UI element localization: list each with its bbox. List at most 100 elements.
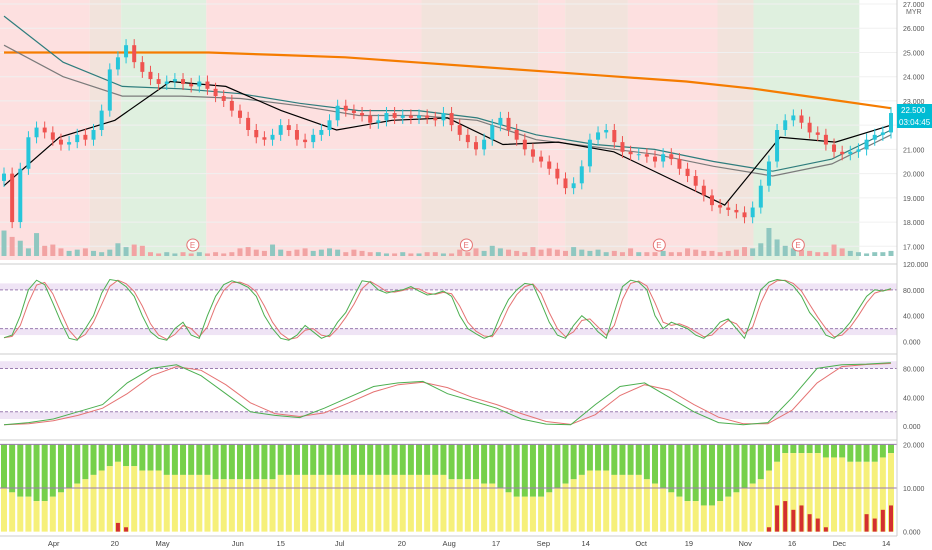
green-bar	[839, 444, 846, 458]
volume-bar	[383, 253, 389, 256]
candle-body	[197, 81, 202, 87]
candle-body	[189, 83, 194, 87]
background-band	[538, 0, 566, 260]
green-bar	[188, 444, 195, 475]
red-bar	[864, 514, 869, 532]
volume-bar	[172, 253, 178, 256]
yellow-bar	[643, 479, 650, 532]
background-band	[121, 0, 207, 260]
candle-body	[734, 209, 739, 213]
candle-body	[58, 139, 63, 145]
green-bar	[472, 444, 479, 480]
candle-body	[571, 183, 576, 189]
green-bar	[49, 444, 56, 497]
candle-body	[213, 88, 218, 97]
yellow-bar	[603, 470, 610, 532]
candle-body	[498, 117, 503, 126]
volume-bar	[847, 250, 853, 256]
moving-average-line	[4, 51, 892, 110]
yellow-bar	[350, 474, 357, 532]
yellow-bar	[448, 479, 455, 532]
x-tick-label: Dec	[833, 539, 847, 548]
moving-average-line	[3, 80, 892, 206]
candle-body	[18, 168, 23, 223]
yellow-bar	[847, 461, 854, 532]
candle-body	[823, 134, 828, 145]
candle-body	[433, 117, 438, 121]
green-bar	[611, 444, 618, 475]
volume-bar	[766, 228, 772, 256]
candle-body	[791, 115, 796, 121]
candle-body	[368, 115, 373, 123]
green-bar	[725, 444, 732, 497]
candle-body	[758, 185, 763, 208]
yellow-bar	[342, 474, 349, 532]
volume-bar	[701, 250, 707, 256]
volume-bar	[408, 253, 414, 256]
red-bar	[880, 509, 885, 532]
yellow-bar	[554, 488, 561, 532]
yellow-bar	[391, 474, 398, 532]
volume-bar	[107, 249, 113, 256]
volume-bar	[196, 252, 202, 256]
yellow-bar	[114, 461, 121, 532]
green-bar	[407, 444, 414, 475]
volume-bar	[725, 250, 731, 256]
volume-bar	[636, 252, 642, 256]
candle-body	[83, 134, 88, 140]
moving-average-line	[3, 15, 892, 172]
yellow-bar	[765, 470, 772, 532]
currency-label: MYR	[906, 9, 922, 16]
red-bar	[791, 509, 796, 532]
green-bar	[708, 444, 715, 506]
volume-bar	[1, 230, 7, 256]
volume-bar	[327, 248, 333, 256]
oversold-zone	[0, 328, 897, 336]
yellow-bar	[725, 496, 732, 532]
osc-tick-label: 20.000	[903, 442, 925, 449]
candle-body	[67, 142, 72, 145]
volume-bar	[245, 247, 251, 256]
green-bar	[652, 444, 659, 484]
background-band	[565, 0, 628, 260]
green-bar	[399, 444, 406, 475]
green-bar	[505, 444, 512, 493]
yellow-bar	[188, 474, 195, 532]
volume-bar	[652, 252, 658, 256]
y-tick-label: 24.000	[903, 75, 925, 82]
y-tick-label: 26.000	[903, 26, 925, 33]
yellow-bar	[326, 474, 333, 532]
y-tick-label: 19.000	[903, 196, 925, 203]
volume-bar	[839, 248, 845, 256]
green-bar	[57, 444, 64, 493]
volume-bar	[554, 249, 560, 256]
green-bar	[814, 444, 821, 454]
countdown-tag: 03:04:45	[899, 118, 931, 127]
candle-body	[327, 120, 332, 130]
green-bar	[383, 444, 390, 475]
yellow-bar	[261, 479, 268, 532]
volume-bar	[375, 252, 381, 256]
green-bar	[749, 444, 756, 484]
yellow-bar	[416, 474, 423, 532]
yellow-bar	[41, 501, 48, 532]
x-tick-label: Oct	[635, 539, 648, 548]
candle-body	[148, 71, 153, 80]
candle-body	[441, 113, 446, 121]
yellow-bar	[123, 466, 130, 532]
yellow-bar	[888, 453, 894, 532]
volume-bar	[888, 250, 894, 256]
candle-body	[766, 161, 771, 186]
osc-tick-label: 0.000	[903, 530, 921, 537]
yellow-bar	[676, 496, 683, 532]
candle-body	[539, 156, 544, 162]
candle-body	[42, 127, 47, 133]
candle-body	[636, 154, 641, 156]
osc-tick-label: 0.000	[903, 424, 921, 431]
candle-body	[693, 176, 698, 186]
candle-body	[449, 113, 454, 126]
x-tick-label: Aug	[443, 539, 456, 548]
candle-body	[587, 139, 592, 167]
candle-body	[856, 149, 861, 152]
